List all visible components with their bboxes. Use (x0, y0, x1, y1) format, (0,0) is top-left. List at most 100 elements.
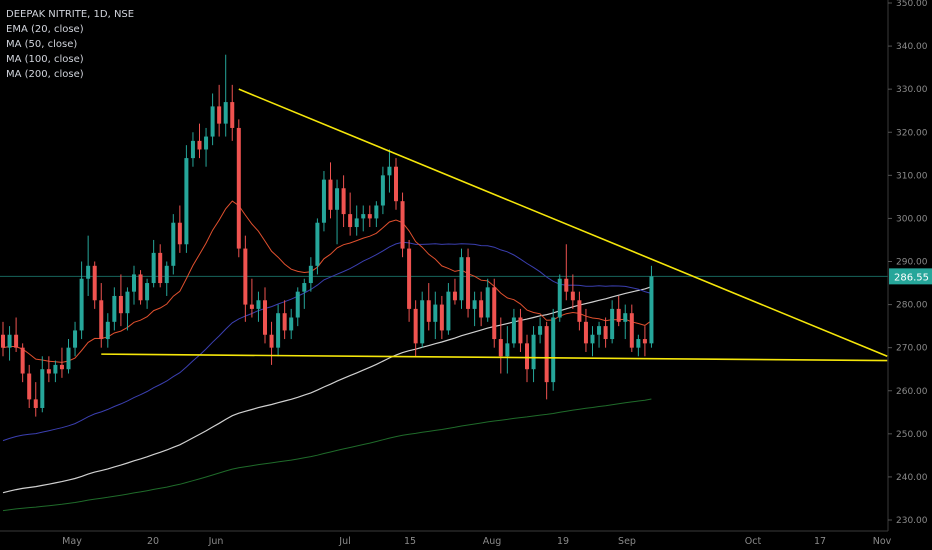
candle-body (511, 317, 516, 344)
time-tick-label: Sep (618, 536, 636, 547)
price-tick-label: 270.00 (896, 344, 928, 354)
current-price-box (889, 268, 932, 285)
candle-body (92, 265, 97, 301)
legend-ma50[interactable]: MA (50, close) (6, 39, 78, 50)
time-axis[interactable]: May 20 Jun Jul 15 Aug 19 Sep Oct 17 Nov (62, 536, 891, 547)
candle-body (466, 257, 471, 309)
candle-body (145, 283, 150, 301)
candle-body (269, 334, 274, 348)
candle-body (59, 364, 64, 370)
candle-body (387, 166, 392, 176)
candle-body (472, 300, 477, 309)
candle-body (243, 248, 248, 305)
candle-body (73, 330, 78, 348)
candle-body (151, 252, 156, 284)
moving-averages (2, 200, 652, 512)
candle-body (46, 369, 51, 374)
candle-body (629, 313, 634, 348)
trendlines[interactable] (101, 88, 888, 362)
candle-body (230, 102, 235, 128)
candle-body (79, 278, 84, 331)
candle-body (603, 326, 608, 340)
candles (1, 54, 654, 417)
candle-body (505, 343, 510, 357)
time-tick-label: 17 (814, 536, 826, 547)
candle-body (210, 106, 215, 137)
candle-body (531, 334, 536, 370)
candle-body (616, 308, 621, 322)
candle-body (190, 140, 195, 159)
candle-body (164, 265, 169, 284)
candle-body (610, 308, 615, 340)
candle-body (197, 140, 202, 150)
legend-ma100[interactable]: MA (100, close) (6, 54, 84, 65)
candle-body (498, 339, 503, 357)
time-tick-label: Jul (338, 536, 350, 547)
candle-body (439, 304, 444, 331)
candle-body (479, 300, 484, 318)
candle-body (177, 222, 182, 245)
candle-body (525, 343, 529, 370)
candle-body (328, 179, 333, 210)
time-tick-label: 20 (147, 536, 159, 547)
time-tick-label: Nov (873, 536, 892, 547)
candle-body (217, 106, 222, 124)
candle-body (7, 334, 12, 348)
candle-body (380, 175, 385, 206)
candle-body (249, 304, 254, 309)
candle-body (597, 326, 602, 335)
candle-body (282, 313, 287, 331)
candle-body (289, 317, 294, 331)
price-axis[interactable]: 350.00 340.00 330.00 320.00 310.00 300.00 290.… (888, 0, 932, 526)
ema20-line (2, 200, 652, 363)
candle-body (374, 205, 379, 219)
candle-body (295, 291, 300, 318)
candle-body (433, 304, 438, 322)
candle-body (132, 274, 136, 292)
ma200-line (2, 398, 652, 512)
candle-body (53, 364, 58, 374)
price-tick-label: 280.00 (896, 301, 928, 311)
candle-body (20, 347, 25, 374)
candle-body (577, 300, 582, 322)
candle-body (348, 214, 353, 228)
candle-body (544, 326, 549, 383)
candle-body (367, 214, 372, 219)
candle-body (649, 276, 654, 344)
trendline (238, 88, 888, 358)
candle-body (407, 248, 412, 309)
candle-body (394, 166, 398, 202)
candle-body (583, 321, 588, 344)
candle-body (86, 265, 91, 279)
candle-body (570, 291, 575, 301)
time-tick-label: Aug (483, 536, 502, 547)
candle-body (138, 274, 143, 301)
candle-body (14, 334, 19, 348)
candle-body (590, 334, 595, 344)
candle-body (204, 136, 209, 150)
price-tick-label: 250.00 (896, 430, 928, 440)
candle-body (426, 300, 431, 322)
candle-body (400, 201, 405, 249)
price-tick-label: 260.00 (896, 387, 928, 397)
candle-body (492, 287, 497, 340)
price-tick-label: 230.00 (896, 516, 928, 526)
legend-ema20[interactable]: EMA (20, close) (6, 24, 84, 35)
price-tick-label: 310.00 (896, 171, 928, 181)
legend-ma200[interactable]: MA (200, close) (6, 69, 84, 80)
candle-body (184, 158, 189, 245)
legend-symbol[interactable]: DEEPAK NITRITE, 1D, NSE (6, 9, 135, 20)
candle-body (551, 317, 556, 383)
time-tick-label: Oct (745, 536, 762, 547)
price-tick-label: 240.00 (896, 473, 928, 483)
candle-body (452, 291, 457, 301)
candle-body (518, 317, 523, 344)
candle-body (354, 218, 359, 228)
candle-body (302, 283, 307, 292)
candle-body (40, 369, 45, 408)
candle-body (1, 334, 5, 348)
candle-body (459, 257, 464, 301)
time-tick-label: 15 (404, 536, 416, 547)
candle-body (315, 222, 320, 266)
